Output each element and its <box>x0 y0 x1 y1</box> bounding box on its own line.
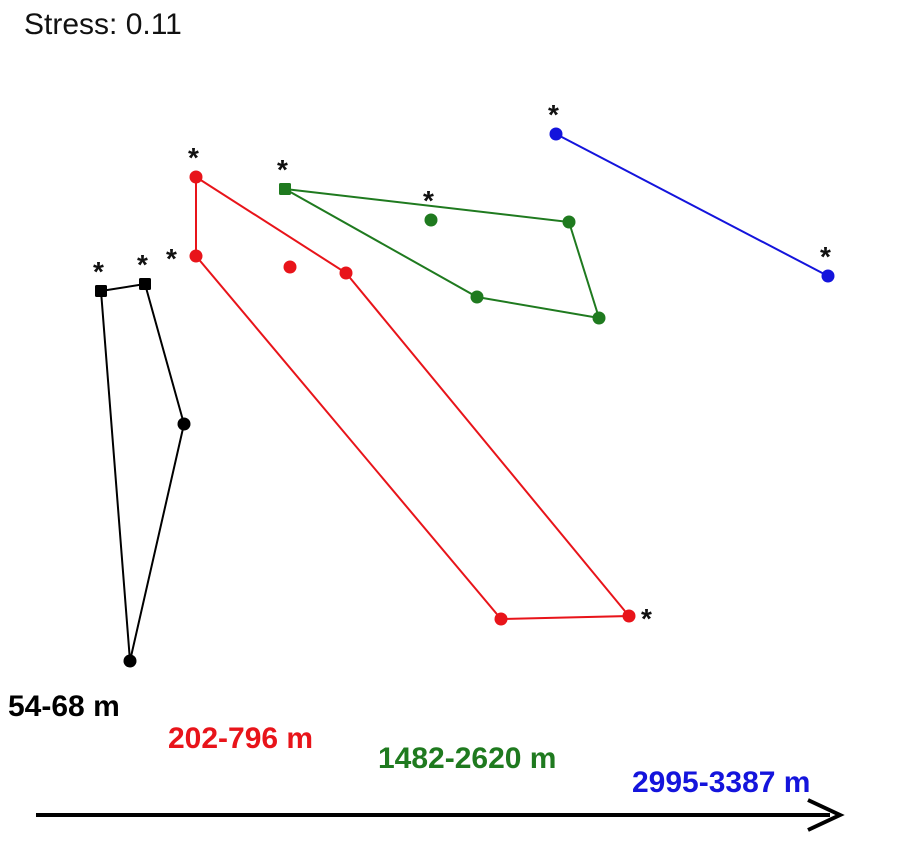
series-4-outline <box>555 133 829 277</box>
significance-star: * <box>93 256 104 287</box>
data-point <box>283 260 297 274</box>
data-point <box>622 609 636 623</box>
significance-star: * <box>137 249 148 280</box>
data-point <box>189 170 203 184</box>
series-2-outline <box>195 175 632 621</box>
significance-star: * <box>423 185 434 216</box>
data-point <box>139 278 151 290</box>
depth-label-1: 54-68 m <box>8 690 120 723</box>
series-3: ** <box>277 154 606 325</box>
data-point <box>339 266 353 280</box>
data-point <box>189 249 203 263</box>
series-4: ** <box>548 99 835 283</box>
data-point <box>470 290 484 304</box>
legend-labels: 54-68 m 202-796 m 1482-2620 m 2995-3387 m <box>8 690 810 799</box>
data-point <box>562 215 576 229</box>
data-point <box>494 612 508 626</box>
data-point <box>821 269 835 283</box>
depth-label-4: 2995-3387 m <box>632 766 810 799</box>
significance-star: * <box>188 142 199 173</box>
data-point <box>592 311 606 325</box>
series-1-outline <box>99 282 186 662</box>
data-point <box>123 654 137 668</box>
significance-star: * <box>277 154 288 185</box>
significance-star: * <box>548 99 559 130</box>
stress-label: Stress: 0.11 <box>24 8 182 41</box>
significance-star: * <box>820 241 831 272</box>
data-point <box>424 213 438 227</box>
series-2: *** <box>166 142 652 634</box>
depth-label-3: 1482-2620 m <box>378 742 556 775</box>
axis-arrow-head <box>807 798 845 832</box>
significance-star: * <box>166 243 177 274</box>
data-point <box>177 417 191 431</box>
data-point <box>279 183 291 195</box>
significance-star: * <box>641 603 652 634</box>
data-point <box>95 285 107 297</box>
depth-axis-arrow <box>36 798 845 832</box>
series-layer: * ******** <box>93 99 835 668</box>
data-point <box>549 127 563 141</box>
series-3-outline <box>284 188 601 320</box>
depth-label-2: 202-796 m <box>168 722 313 755</box>
series-1: * * <box>93 249 191 668</box>
